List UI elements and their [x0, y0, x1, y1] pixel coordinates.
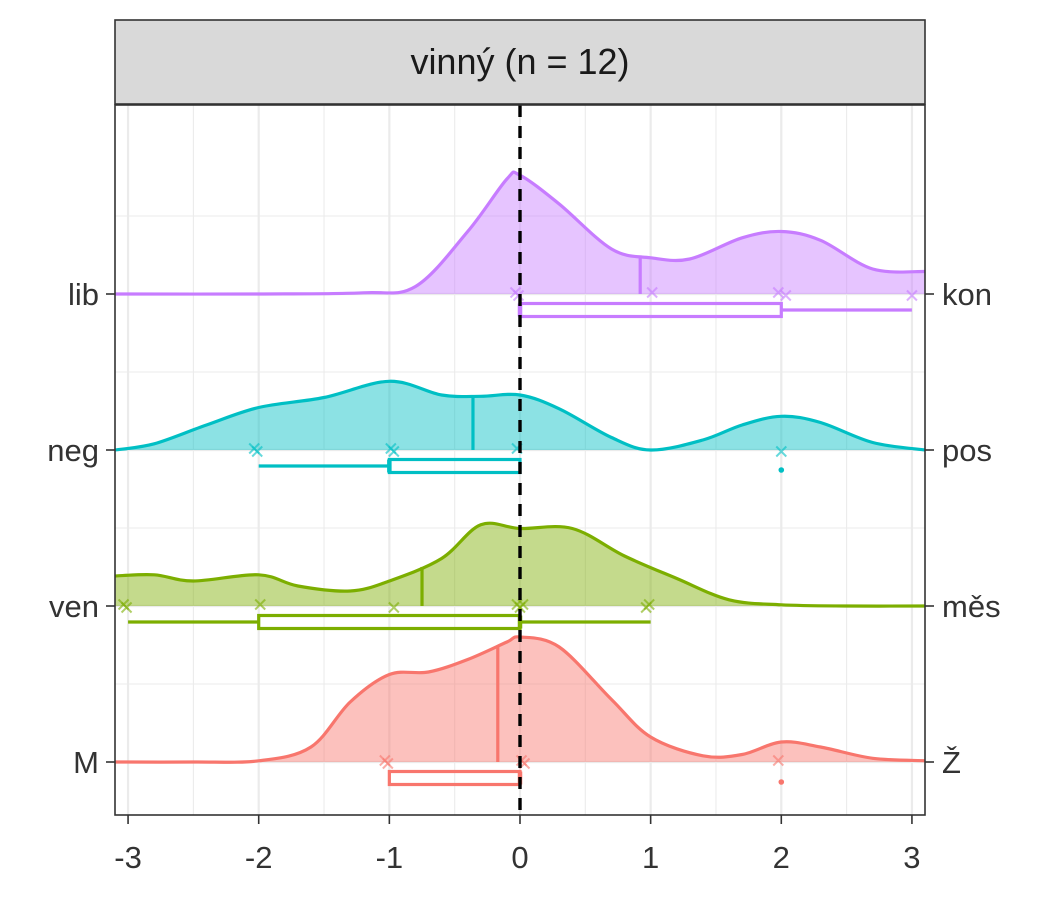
- y-label-left: M: [73, 745, 99, 780]
- y-label-left: ven: [49, 589, 99, 624]
- data-point: [517, 598, 529, 611]
- y-label-left: lib: [68, 277, 99, 312]
- x-tick-label: 0: [511, 840, 528, 875]
- y-label-right: Ž: [942, 745, 961, 780]
- ridge-neg: [114, 379, 926, 475]
- y-label-right: kon: [942, 277, 992, 312]
- x-tick-label: -1: [376, 840, 404, 875]
- data-point: [120, 601, 133, 614]
- x-tick-label: 3: [903, 840, 920, 875]
- density-curve: [114, 379, 926, 452]
- outlier-point: [778, 467, 785, 473]
- ridge-ven: [114, 521, 926, 631]
- data-point: [382, 757, 394, 770]
- outlier-point: [778, 779, 785, 785]
- x-tick-label: 1: [642, 840, 659, 875]
- data-point: [643, 598, 655, 611]
- data-point: [906, 289, 918, 302]
- data-point: [772, 754, 784, 767]
- y-label-left: neg: [47, 433, 99, 468]
- data-point: [772, 286, 784, 299]
- data-point: [646, 286, 658, 299]
- y-label-right: pos: [942, 433, 992, 468]
- x-tick-label: 2: [773, 840, 790, 875]
- panel-title: vinný (n = 12): [410, 41, 629, 82]
- y-label-right: měs: [942, 589, 1001, 624]
- x-tick-label: -3: [114, 840, 142, 875]
- data-point: [388, 601, 400, 614]
- data-point: [780, 289, 792, 302]
- data-point: [388, 445, 400, 458]
- data-point: [251, 445, 263, 458]
- density-curve: [114, 170, 926, 296]
- x-tick-label: -2: [245, 840, 273, 875]
- data-point: [775, 445, 787, 458]
- density-curve: [114, 521, 926, 608]
- data-point: [254, 598, 266, 611]
- strip-background: [114, 19, 926, 105]
- density-area: [115, 523, 925, 607]
